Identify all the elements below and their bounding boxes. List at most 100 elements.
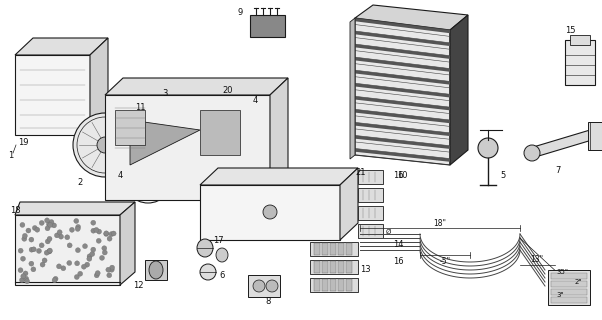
Polygon shape xyxy=(270,78,288,200)
Ellipse shape xyxy=(29,247,34,252)
Ellipse shape xyxy=(91,247,96,252)
Polygon shape xyxy=(355,70,450,85)
Ellipse shape xyxy=(20,222,25,228)
Bar xyxy=(322,279,328,291)
Bar xyxy=(358,188,383,202)
Bar xyxy=(310,278,358,292)
Ellipse shape xyxy=(197,239,213,257)
Ellipse shape xyxy=(109,267,114,272)
Ellipse shape xyxy=(58,234,64,239)
Bar xyxy=(551,273,587,279)
Text: 7: 7 xyxy=(555,165,560,174)
Text: 16: 16 xyxy=(393,171,403,180)
Ellipse shape xyxy=(46,222,51,227)
Ellipse shape xyxy=(42,258,47,263)
Bar xyxy=(551,289,587,295)
Ellipse shape xyxy=(48,248,52,253)
Bar xyxy=(115,110,145,145)
Ellipse shape xyxy=(37,248,42,253)
Ellipse shape xyxy=(91,220,96,225)
Polygon shape xyxy=(355,148,450,162)
Text: 19: 19 xyxy=(18,138,28,147)
Ellipse shape xyxy=(109,232,114,236)
Bar xyxy=(330,243,336,255)
Ellipse shape xyxy=(23,271,28,276)
Ellipse shape xyxy=(47,249,52,254)
Text: 6: 6 xyxy=(219,270,225,279)
Ellipse shape xyxy=(136,106,160,134)
Ellipse shape xyxy=(81,264,86,269)
Bar xyxy=(330,261,336,273)
Ellipse shape xyxy=(57,230,62,235)
Polygon shape xyxy=(355,18,450,165)
Polygon shape xyxy=(15,55,90,135)
Ellipse shape xyxy=(104,231,109,236)
Ellipse shape xyxy=(52,223,57,228)
Ellipse shape xyxy=(29,237,34,242)
Text: 13": 13" xyxy=(530,255,544,265)
Bar xyxy=(200,110,240,155)
Polygon shape xyxy=(350,18,355,159)
Ellipse shape xyxy=(94,273,99,278)
Bar xyxy=(322,261,328,273)
Ellipse shape xyxy=(20,256,25,261)
Ellipse shape xyxy=(153,88,217,152)
Ellipse shape xyxy=(31,247,36,252)
Bar xyxy=(338,243,344,255)
Ellipse shape xyxy=(19,277,25,283)
Bar xyxy=(338,261,344,273)
Polygon shape xyxy=(200,185,340,240)
Bar xyxy=(338,279,344,291)
Polygon shape xyxy=(355,18,450,33)
Ellipse shape xyxy=(45,239,50,244)
Ellipse shape xyxy=(52,278,57,283)
Ellipse shape xyxy=(20,274,26,279)
Bar xyxy=(551,281,587,287)
Ellipse shape xyxy=(31,267,36,272)
Text: 11: 11 xyxy=(135,102,145,111)
Ellipse shape xyxy=(74,275,79,279)
Bar xyxy=(145,260,167,280)
Ellipse shape xyxy=(57,264,61,269)
Ellipse shape xyxy=(85,262,90,267)
Ellipse shape xyxy=(102,246,107,251)
Ellipse shape xyxy=(110,265,114,270)
Text: 12: 12 xyxy=(133,281,143,290)
Polygon shape xyxy=(355,122,450,136)
Ellipse shape xyxy=(177,112,193,128)
Polygon shape xyxy=(15,215,120,285)
Bar xyxy=(250,15,285,37)
Ellipse shape xyxy=(22,233,27,238)
Text: -5": -5" xyxy=(439,258,450,267)
Text: 3": 3" xyxy=(556,292,564,298)
Ellipse shape xyxy=(82,244,87,249)
Ellipse shape xyxy=(87,254,92,259)
Ellipse shape xyxy=(44,250,49,255)
Text: 5: 5 xyxy=(500,171,505,180)
Bar xyxy=(548,270,590,305)
Text: 16: 16 xyxy=(393,258,403,267)
Polygon shape xyxy=(355,109,450,123)
Ellipse shape xyxy=(75,227,80,231)
Ellipse shape xyxy=(39,243,44,248)
Bar xyxy=(565,40,595,85)
Ellipse shape xyxy=(35,227,40,232)
Bar xyxy=(346,279,352,291)
Bar xyxy=(330,279,336,291)
Bar xyxy=(551,297,587,303)
Ellipse shape xyxy=(102,250,107,255)
Text: 2": 2" xyxy=(574,279,582,285)
Bar xyxy=(358,224,383,238)
Ellipse shape xyxy=(90,252,95,256)
Ellipse shape xyxy=(478,138,498,158)
Ellipse shape xyxy=(142,113,154,127)
Ellipse shape xyxy=(45,226,50,231)
Ellipse shape xyxy=(104,231,109,236)
Bar xyxy=(322,243,328,255)
Ellipse shape xyxy=(253,280,265,292)
Bar xyxy=(314,279,320,291)
Ellipse shape xyxy=(200,264,216,280)
Ellipse shape xyxy=(47,236,52,241)
Ellipse shape xyxy=(149,261,163,279)
Text: 4: 4 xyxy=(118,171,123,180)
